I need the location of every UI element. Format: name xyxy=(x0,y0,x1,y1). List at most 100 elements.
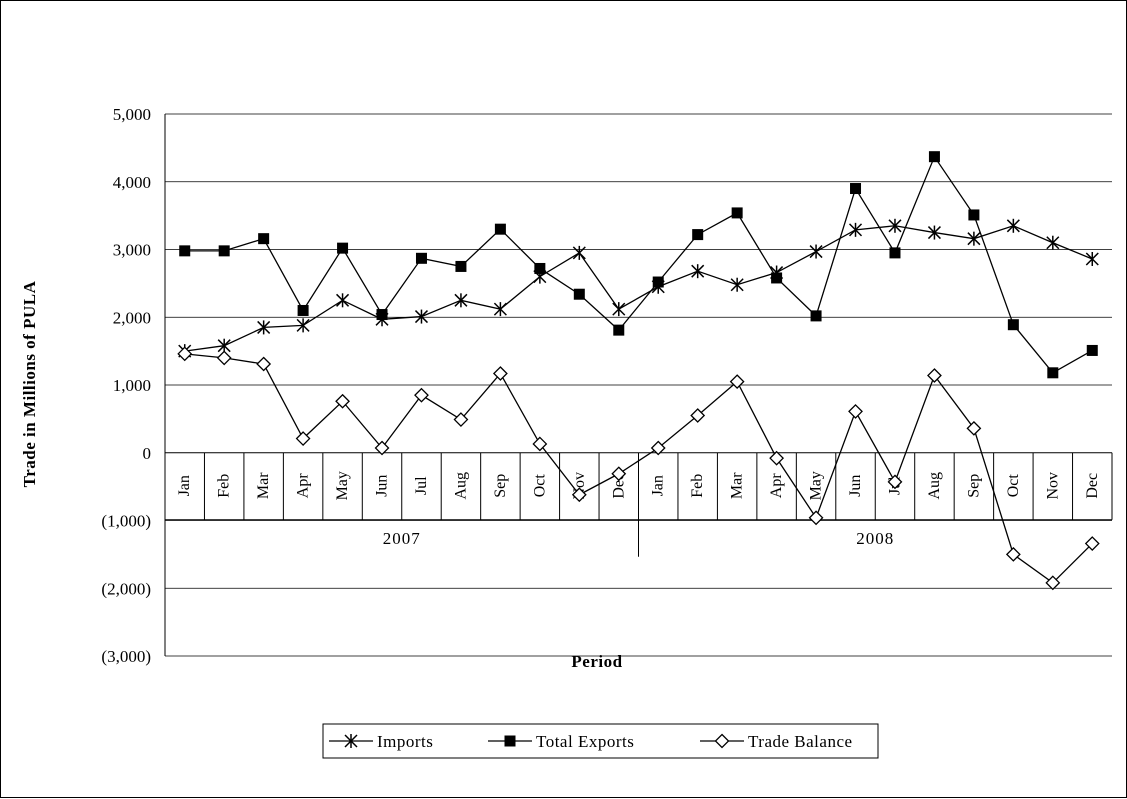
series-lines xyxy=(177,151,1100,591)
imports-point xyxy=(336,293,350,308)
category-label: Jun xyxy=(374,475,391,497)
imports-point xyxy=(612,302,626,317)
category-label: Sep xyxy=(492,474,509,498)
total-exports-point xyxy=(613,324,625,336)
imports-point xyxy=(1046,235,1060,250)
category-label: Oct xyxy=(1005,474,1022,498)
legend: Imports Total Exports Trade Balance xyxy=(322,723,879,759)
trade-balance-point xyxy=(571,487,587,503)
trade-balance-point xyxy=(966,420,982,436)
y-tick-label: (3,000) xyxy=(101,647,151,666)
trade-balance-point xyxy=(848,404,863,419)
total-exports-point xyxy=(534,262,546,274)
trade-balance-point xyxy=(1005,546,1021,562)
imports-point xyxy=(927,225,941,240)
y-tick-label: 4,000 xyxy=(113,173,151,192)
total-exports-point xyxy=(1086,344,1098,356)
imports-point xyxy=(1006,218,1020,233)
category-label: May xyxy=(334,471,351,500)
group-label: 2007 xyxy=(383,529,421,548)
y-axis-ticks: 5,000 4,000 3,000 2,000 1,000 0 (1,000) (2,000)… xyxy=(101,105,151,666)
y-axis-title: Trade in Millions of PULA xyxy=(20,280,39,487)
category-label: Mar xyxy=(255,472,272,499)
total-exports-point xyxy=(573,288,585,300)
trade-balance-point xyxy=(611,466,627,482)
legend-trade-balance-marker xyxy=(714,733,730,749)
trade-balance-point xyxy=(690,408,706,423)
total-exports-point xyxy=(494,223,506,235)
imports-point xyxy=(217,338,231,353)
trade-balance-point xyxy=(769,450,785,466)
trade-balance-point xyxy=(414,387,429,403)
total-exports-point xyxy=(179,245,191,257)
total-exports-point xyxy=(810,310,822,322)
imports-point xyxy=(809,244,823,259)
trade-balance-point xyxy=(335,393,350,409)
y-tick-label: 5,000 xyxy=(113,105,151,124)
y-tick-label: (1,000) xyxy=(101,512,151,531)
legend-imports-marker xyxy=(344,734,358,748)
total-exports-point xyxy=(415,252,427,264)
total-exports-point xyxy=(218,245,230,257)
imports-point xyxy=(572,245,586,260)
trade-balance-point xyxy=(1084,536,1100,551)
imports-point xyxy=(493,302,507,317)
category-table: Jan Feb Mar Apr May Jun Jul Aug Sep Oct Nov Dec Jan F… xyxy=(164,452,1113,557)
trade-balance-point xyxy=(808,510,824,526)
imports-line xyxy=(184,225,1093,352)
category-label: Aug xyxy=(926,472,943,500)
category-label: Jun xyxy=(847,475,864,497)
category-label: May xyxy=(808,471,825,500)
legend-label: Total Exports xyxy=(536,732,634,751)
category-label: Jan xyxy=(650,475,667,496)
imports-point xyxy=(1085,251,1099,266)
y-tick-label: 0 xyxy=(143,444,152,463)
trade-balance-point xyxy=(650,440,666,456)
total-exports-point xyxy=(692,229,704,241)
category-label: Jul xyxy=(413,476,430,495)
imports-point xyxy=(296,318,310,333)
trade-balance-point xyxy=(492,366,508,381)
trade-balance-point xyxy=(729,374,745,390)
category-label: Dec xyxy=(610,473,627,499)
total-exports-point xyxy=(850,183,862,195)
legend-box xyxy=(322,723,879,759)
category-label: Jan xyxy=(176,475,193,496)
trade-balance-point xyxy=(532,436,548,452)
category-label: Oct xyxy=(531,474,548,498)
total-exports-point xyxy=(376,309,388,321)
y-tick-label: 2,000 xyxy=(113,308,151,327)
total-exports-point xyxy=(771,272,783,284)
category-label: Feb xyxy=(689,474,706,498)
category-label: Apr xyxy=(295,473,312,499)
imports-point xyxy=(257,320,271,335)
x-axis-title: Period xyxy=(571,652,622,671)
total-exports-point xyxy=(968,209,980,221)
total-exports-point xyxy=(889,247,901,259)
category-label: Mar xyxy=(729,472,746,499)
imports-point xyxy=(967,231,981,246)
total-exports-point xyxy=(258,233,270,245)
legend-label: Trade Balance xyxy=(748,732,853,751)
total-exports-point xyxy=(1007,319,1019,331)
imports-point xyxy=(888,218,902,233)
y-tick-label: 3,000 xyxy=(113,241,151,260)
y-tick-label: 1,000 xyxy=(113,376,151,395)
total-exports-point xyxy=(337,242,349,254)
category-label: Feb xyxy=(216,474,233,498)
y-tick-label: (2,000) xyxy=(101,579,151,598)
category-label: Apr xyxy=(768,473,785,499)
trade-balance-point xyxy=(295,431,311,446)
total-exports-point xyxy=(731,207,743,219)
imports-point xyxy=(414,309,429,324)
total-exports-point xyxy=(928,151,940,163)
category-label: Dec xyxy=(1084,473,1101,499)
trade-balance-point xyxy=(453,412,469,427)
total-exports-line xyxy=(184,155,1093,374)
category-label: Aug xyxy=(452,472,469,500)
category-label: Sep xyxy=(965,474,982,498)
imports-point xyxy=(691,264,705,279)
total-exports-point xyxy=(297,304,309,316)
